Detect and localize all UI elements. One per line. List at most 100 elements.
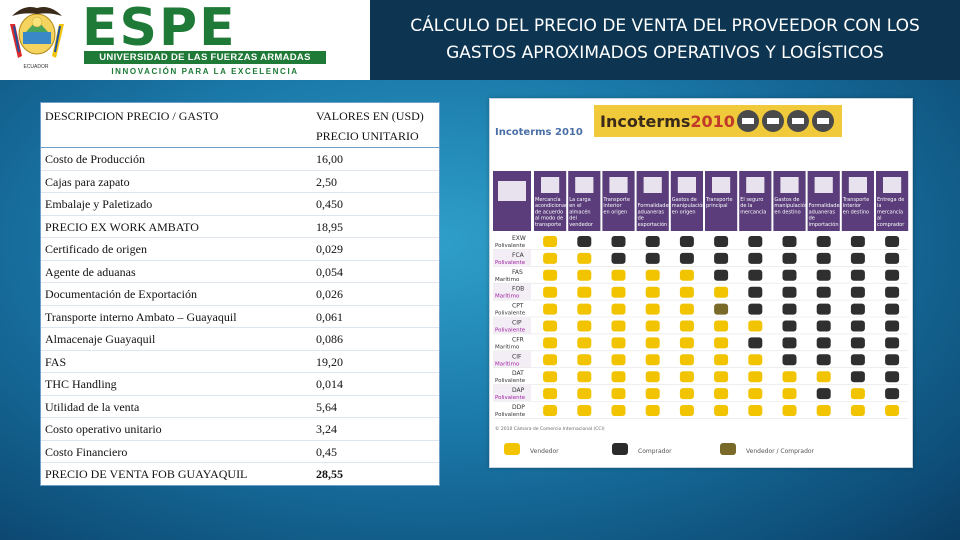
- responsibility-cell: [543, 252, 558, 264]
- responsibility-cell: [816, 303, 831, 315]
- responsibility-cell: [543, 320, 558, 332]
- responsibility-cell: [782, 371, 797, 383]
- incoterm-transport-mode: Polivalente: [495, 260, 526, 266]
- step-illustration-icon: [746, 177, 765, 193]
- row-value: 19,20: [316, 354, 343, 369]
- column-header-label: Transporte: [705, 197, 733, 203]
- responsibility-cell: [782, 337, 797, 349]
- table-row: Costo de Producción 16,00: [41, 148, 439, 171]
- responsibility-cell: [679, 269, 694, 281]
- incoterms-copyright: © 2010 Cámara de Comercio Internacional …: [495, 425, 605, 432]
- crest-caption: ECUADOR: [23, 64, 49, 70]
- step-illustration-icon: [677, 177, 696, 193]
- row-label: Almacenaje Guayaquil: [45, 332, 156, 346]
- responsibility-cell: [816, 286, 831, 298]
- column-header-label: en el: [569, 203, 581, 209]
- step-illustration-icon: [814, 177, 833, 193]
- column-header-label: mercancía: [877, 208, 903, 215]
- table-row: Almacenaje Guayaquil 0,086: [41, 328, 439, 351]
- responsibility-cell: [714, 337, 729, 349]
- responsibility-cell: [782, 405, 797, 416]
- incoterm-code: EXW: [512, 235, 526, 242]
- responsibility-cell: [714, 286, 729, 298]
- responsibility-cell: [748, 286, 763, 298]
- responsibility-cell: [645, 269, 660, 281]
- responsibility-cell: [714, 354, 729, 366]
- responsibility-cell: [577, 286, 592, 298]
- responsibility-cell: [714, 269, 729, 281]
- responsibility-cell: [748, 252, 763, 264]
- row-label: Documentación de Exportación: [45, 287, 197, 301]
- step-illustration-icon: [712, 177, 731, 193]
- slide-title: CÁLCULO DEL PRECIO DE VENTA DEL PROVEEDO…: [410, 16, 920, 63]
- responsibility-cell: [782, 286, 797, 298]
- responsibility-cell: [543, 286, 558, 298]
- column-header-label: aduaneras: [809, 209, 836, 215]
- col-unit-price-header: PRECIO UNITARIO: [316, 129, 419, 143]
- row-label: FAS: [45, 354, 67, 369]
- responsibility-cell: [679, 236, 694, 247]
- column-header-label: Transporte: [842, 197, 870, 203]
- responsibility-cell: [611, 303, 626, 315]
- responsibility-cell: [543, 269, 558, 281]
- step-illustration-icon: [575, 177, 594, 193]
- legend-label: Comprador: [638, 448, 672, 455]
- responsibility-cell: [816, 405, 831, 416]
- row-value: 3,24: [316, 422, 337, 436]
- row-value: 0,014: [316, 377, 343, 391]
- column-header-label: La carga: [569, 197, 590, 203]
- responsibility-cell: [645, 252, 660, 264]
- step-illustration-icon: [643, 177, 662, 193]
- espe-wordmark: ESPE: [82, 0, 237, 58]
- table-row: Utilidad de la venta 5,64: [41, 396, 439, 418]
- responsibility-cell: [679, 337, 694, 349]
- responsibility-cell: [577, 371, 592, 383]
- responsibility-cell: [714, 388, 729, 400]
- responsibility-cell: [850, 252, 865, 264]
- incoterm-code: CIP: [512, 320, 522, 327]
- responsibility-cell: [850, 388, 865, 400]
- incoterm-transport-mode: Polivalente: [495, 311, 526, 317]
- row-label: PRECIO EX WORK AMBATO: [45, 219, 199, 234]
- responsibility-cell: [577, 320, 592, 332]
- responsibility-cell: [543, 354, 558, 366]
- row-value: 18,95: [316, 219, 343, 234]
- column-header-label: importación: [809, 221, 839, 228]
- ecuador-crest-icon: [10, 7, 64, 58]
- step-illustration-icon: [883, 177, 902, 193]
- responsibility-cell: [714, 405, 729, 416]
- responsibility-cell: [885, 371, 900, 383]
- row-value: 0,45: [316, 444, 337, 459]
- column-header-label: manipulación: [672, 202, 706, 209]
- cost-table: DESCRIPCION PRECIO / GASTO VALORES EN (U…: [40, 102, 440, 486]
- responsibility-cell: [645, 320, 660, 332]
- responsibility-cell: [816, 388, 831, 400]
- column-header-label: de: [638, 216, 644, 222]
- responsibility-cell: [679, 320, 694, 332]
- university-motto: INNOVACIÓN PARA LA EXCELENCIA: [111, 67, 299, 76]
- responsibility-cell: [645, 236, 660, 247]
- incoterm-code: DAP: [512, 387, 525, 394]
- column-header-label: interior: [603, 203, 622, 209]
- responsibility-cell: [782, 303, 797, 315]
- responsibility-cell: [850, 286, 865, 298]
- responsibility-cell: [748, 303, 763, 315]
- responsibility-cell: [782, 354, 797, 366]
- responsibility-cell: [885, 354, 900, 366]
- term-label-bg: [493, 249, 531, 266]
- responsibility-cell: [748, 354, 763, 366]
- responsibility-cell: [611, 236, 626, 247]
- row-label: Cajas para zapato: [45, 174, 130, 189]
- row-value: 16,00: [316, 152, 343, 166]
- train-icon-glyph: [792, 118, 804, 124]
- column-header-label: Mercancía: [535, 196, 561, 203]
- column-header-label: la: [877, 203, 881, 209]
- incoterm-transport-mode: Polivalente: [495, 328, 526, 334]
- responsibility-cell: [577, 337, 592, 349]
- row-value: 0,054: [316, 264, 343, 279]
- table-row-total: PRECIO DE VENTA FOB GUAYAQUIL 28,55: [41, 463, 439, 485]
- responsibility-cell: [885, 286, 900, 298]
- term-label-bg: [493, 385, 531, 401]
- responsibility-cell: [885, 269, 900, 281]
- step-illustration-icon: [848, 177, 867, 193]
